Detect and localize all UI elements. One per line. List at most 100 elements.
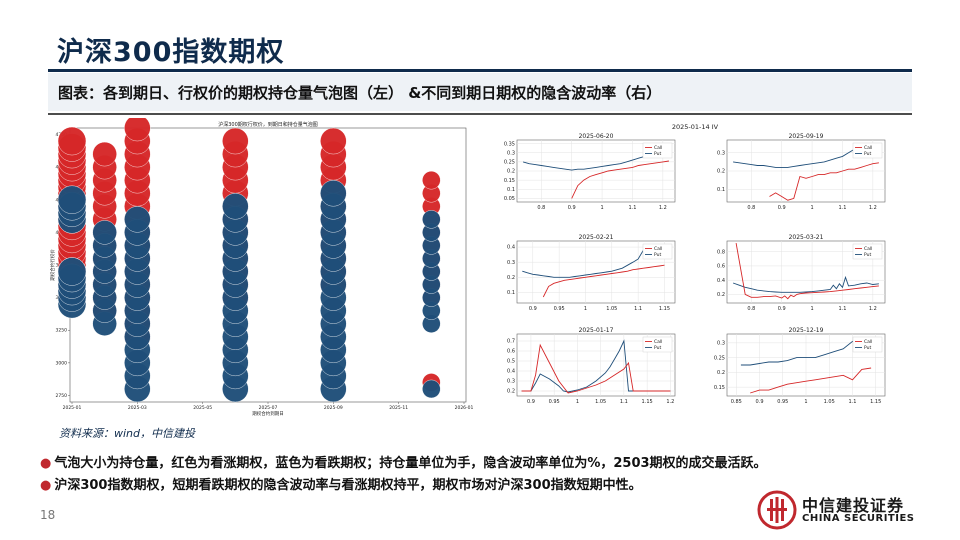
subplot-title: 2025-01-17 <box>579 327 614 334</box>
y-tick-label: 0.3 <box>507 379 515 385</box>
bubble-point <box>222 193 249 220</box>
bubble-point <box>320 180 347 207</box>
subplot-title: 2025-06-20 <box>579 133 614 140</box>
y-tick-label: 3250 <box>56 328 68 334</box>
legend-box <box>642 336 673 353</box>
x-tick-label: 1.15 <box>642 399 653 405</box>
iv-chart-panel: 2025-01-14 IV 2025-06-20 0.8 0.9 1 1.1 1.2 0.05… <box>479 118 912 416</box>
x-tick-label: 2025-11 <box>389 405 408 411</box>
bubble-chart-title: 沪深300期权行权价，到期日和持仓量气泡图 <box>218 121 318 128</box>
bubble-chart: 沪深300期权行权价，到期日和持仓量气泡图 2025-01 2025-03 2025-… <box>49 114 474 417</box>
x-tick-label: 0.9 <box>778 205 786 211</box>
call-iv-line <box>542 264 665 298</box>
page-number: 18 <box>40 508 56 522</box>
x-tick-label: 1.05 <box>595 399 606 405</box>
x-tick-label: 0.9 <box>778 306 786 312</box>
x-tick-label: 1 <box>584 306 587 312</box>
legend-call-label: Call <box>654 246 662 252</box>
bubble-point <box>57 185 87 214</box>
iv-chart: 2025-01-14 IV 2025-06-20 0.8 0.9 1 1.1 1.2 0.05… <box>504 123 886 405</box>
x-tick-label: 2025-05 <box>193 405 212 411</box>
y-tick-label: 0.6 <box>507 349 515 355</box>
y-tick-label: 0.2 <box>717 292 725 298</box>
legend-box <box>852 336 883 353</box>
y-tick-label: 0.2 <box>717 169 725 175</box>
bubble-point <box>222 127 249 155</box>
y-tick-label: 0.15 <box>504 178 515 184</box>
y-tick-label: 0.2 <box>507 275 515 281</box>
subplot-title: 2025-03-21 <box>789 234 824 241</box>
y-tick-label: 0.5 <box>507 359 515 365</box>
x-tick-label: 2026-01 <box>455 405 474 411</box>
bubble-point <box>124 206 151 233</box>
bubble-point <box>92 220 117 245</box>
x-tick-label: 1.2 <box>869 306 877 312</box>
call-iv-line <box>735 243 879 300</box>
legend-put-label: Put <box>654 151 661 157</box>
logo-emblem-icon <box>757 490 797 530</box>
x-tick-label: 0.8 <box>747 306 755 312</box>
x-tick-label: 1.1 <box>838 306 846 312</box>
bullet-dot-icon: ● <box>40 456 52 471</box>
y-tick-label: 0.25 <box>714 355 725 361</box>
put-iv-line <box>733 143 862 168</box>
x-tick-label: 1.1 <box>628 205 636 211</box>
bubble-point <box>422 379 441 399</box>
y-tick-label: 0.3 <box>717 150 725 156</box>
y-tick-label: 0.6 <box>717 264 725 270</box>
bubble-point <box>422 210 441 229</box>
iv-subplot: 2025-01-17 0.9 0.95 1 1.05 1.1 1.15 1.2 0.2 0.3 0.… <box>507 327 676 405</box>
y-tick-label: 0.3 <box>717 341 725 347</box>
subplot-title: 2025-02-21 <box>579 234 614 241</box>
iv-chart-title: 2025-01-14 IV <box>672 123 719 131</box>
legend-call-label: Call <box>864 339 872 345</box>
legend-put-label: Put <box>654 252 661 258</box>
caption-divider <box>48 113 912 115</box>
y-tick-label: 0.05 <box>504 196 515 202</box>
x-tick-label: 1 <box>804 399 807 405</box>
y-tick-label: 0.1 <box>507 187 515 193</box>
y-tick-label: 0.3 <box>507 150 515 156</box>
x-tick-label: 0.8 <box>747 205 755 211</box>
x-tick-label: 1.2 <box>869 205 877 211</box>
subplot-title: 2025-12-19 <box>789 327 824 334</box>
x-tick-label: 1.1 <box>838 205 846 211</box>
put-iv-line <box>732 275 879 293</box>
x-tick-label: 2025-03 <box>128 405 147 411</box>
iv-subplot: 2025-12-19 0.85 0.9 0.95 1 1.05 1.1 1.15 0.15 0.2… <box>714 327 886 405</box>
put-iv-line <box>522 155 651 171</box>
x-tick-label: 1.1 <box>848 399 856 405</box>
logo-text-en: CHINA SECURITIES <box>802 513 915 524</box>
x-tick-label: 1.05 <box>606 306 617 312</box>
subtitle-background <box>48 73 912 111</box>
bubble-point <box>57 126 87 156</box>
subplot-title: 2025-09-19 <box>789 133 824 140</box>
x-tick-label: 0.95 <box>549 399 560 405</box>
bullet-1: ● 气泡大小为持仓量，红色为看涨期权，蓝色为看跌期权；持仓量单位为手，隐含波动率单… <box>40 452 767 471</box>
x-axis-label: 期权合约到期日 <box>252 410 284 416</box>
bubble-point <box>124 114 151 142</box>
legend-put-label: Put <box>864 252 871 258</box>
y-tick-label: 0.35 <box>504 141 515 147</box>
data-source: 资料来源：wind，中信建投 <box>59 427 196 440</box>
chart-caption: 图表：各到期日、行权价的期权持仓量气泡图（左） &不同到期日期权的隐含波动率（右… <box>58 84 662 102</box>
x-tick-label: 1 <box>600 205 603 211</box>
x-tick-label: 1.2 <box>666 399 674 405</box>
page-title: 沪深300指数期权 <box>57 37 285 68</box>
y-tick-label: 0.2 <box>507 169 515 175</box>
x-tick-label: 0.9 <box>527 399 535 405</box>
y-tick-label: 0.4 <box>717 278 725 284</box>
legend-put-label: Put <box>654 345 661 351</box>
legend-box <box>852 243 883 260</box>
y-tick-label: 0.2 <box>717 370 725 376</box>
x-tick-label: 0.95 <box>554 306 565 312</box>
x-tick-label: 2025-09 <box>324 405 343 411</box>
call-iv-line <box>750 367 872 394</box>
bubble-point <box>57 257 87 286</box>
x-tick-label: 1.2 <box>659 205 667 211</box>
bubble-chart-panel: 沪深300期权行权价，到期日和持仓量气泡图 2025-01 2025-03 2025-… <box>48 114 474 417</box>
iv-subplot: 2025-03-21 0.8 0.9 1 1.1 1.2 0.2 0.4 0.6 0.8 CallP… <box>717 234 886 312</box>
x-tick-label: 1.15 <box>659 306 670 312</box>
x-tick-label: 0.9 <box>529 306 537 312</box>
